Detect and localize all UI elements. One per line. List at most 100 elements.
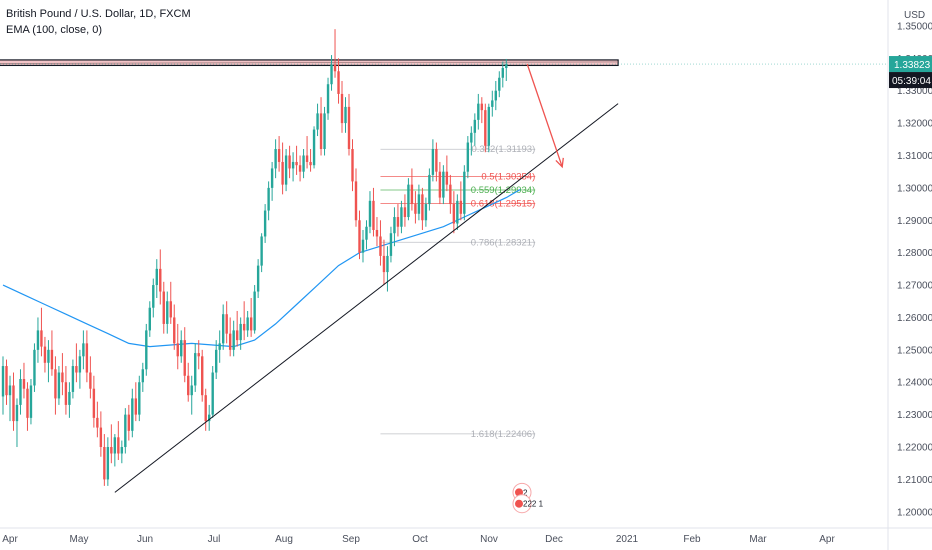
countdown-badge xyxy=(889,72,932,89)
candle-body xyxy=(131,398,134,431)
candle-body xyxy=(477,103,480,120)
candle-body xyxy=(40,330,43,347)
candle-body xyxy=(372,200,375,230)
candle-body xyxy=(50,349,54,370)
candle-body xyxy=(148,307,151,331)
candle-body xyxy=(445,171,449,185)
candle-body xyxy=(253,291,256,331)
candle-body xyxy=(410,184,414,205)
indicator-label[interactable]: EMA (100, close, 0) xyxy=(6,24,102,36)
candle-body xyxy=(323,113,326,150)
candle-body xyxy=(228,333,232,350)
candle-body xyxy=(466,142,470,172)
candle-body xyxy=(414,204,417,214)
candle-body xyxy=(288,155,291,169)
candle-body xyxy=(424,204,428,221)
candle-body xyxy=(242,323,246,331)
candle-body xyxy=(407,184,410,218)
candle-body xyxy=(47,349,50,363)
candle-body xyxy=(316,113,319,130)
candle-body xyxy=(267,187,270,211)
candle-body xyxy=(152,285,155,308)
candle-body xyxy=(260,236,263,266)
y-tick-label: 1.23000 xyxy=(897,410,932,421)
candle-body xyxy=(428,174,431,205)
candle-body xyxy=(274,149,277,169)
candle-body xyxy=(312,129,316,166)
x-tick-label: Oct xyxy=(412,534,428,545)
candle-body xyxy=(484,110,487,146)
y-tick-label: 1.24000 xyxy=(897,378,932,389)
candle-body xyxy=(421,194,424,221)
zone-diagonal xyxy=(0,61,619,64)
candle-body xyxy=(235,330,239,341)
candle-body xyxy=(61,372,64,383)
fib-level-label: 0.5(1.30354) xyxy=(481,171,535,182)
candle-body xyxy=(487,106,491,146)
candle-body xyxy=(92,388,96,418)
candle-body xyxy=(106,447,110,480)
candle-body xyxy=(201,356,204,396)
candle-body xyxy=(110,447,113,454)
x-tick-label: Sep xyxy=(342,534,360,545)
x-tick-label: May xyxy=(70,534,89,545)
event-label: 2 xyxy=(523,488,528,497)
candle-body xyxy=(435,149,438,172)
candle-body xyxy=(22,378,26,389)
fib-level-label: 0.618(1.29515) xyxy=(471,199,535,210)
candle-body xyxy=(99,427,103,448)
candle-body xyxy=(225,314,228,334)
candle-body xyxy=(141,369,144,383)
candle-body xyxy=(166,301,169,324)
candle-body xyxy=(194,353,197,386)
candle-body xyxy=(494,90,497,101)
candle-body xyxy=(302,155,305,172)
candle-body xyxy=(256,265,260,292)
candle-body xyxy=(452,204,456,224)
x-tick-label: Dec xyxy=(545,534,563,545)
y-tick-label: 1.32000 xyxy=(897,119,932,130)
candle-body xyxy=(124,414,127,448)
x-tick-label: Aug xyxy=(275,534,293,545)
candle-body xyxy=(239,323,242,341)
candle-body xyxy=(354,181,358,221)
candle-body xyxy=(26,388,29,418)
fib-level-label: 1.618(1.22406) xyxy=(471,429,535,440)
candle-body xyxy=(71,366,75,392)
candle-body xyxy=(183,340,186,376)
candle-body xyxy=(309,161,312,166)
flag-icon xyxy=(515,499,524,508)
candle-body xyxy=(298,165,302,172)
candle-body xyxy=(389,233,393,256)
candle-body xyxy=(365,226,368,240)
candle-body xyxy=(340,93,344,124)
y-tick-label: 1.35000 xyxy=(897,21,932,32)
candle-body xyxy=(138,382,141,415)
symbol-title[interactable]: British Pound / U.S. Dollar, 1D, FXCM xyxy=(6,8,191,20)
y-tick-label: 1.25000 xyxy=(897,345,932,356)
candle-body xyxy=(498,77,501,91)
candle-body xyxy=(15,404,19,422)
candle-body xyxy=(480,103,484,111)
candle-body xyxy=(57,372,61,399)
candle-body xyxy=(459,200,463,214)
fib-level-label: 0.786(1.28321) xyxy=(471,237,535,248)
candle-body xyxy=(197,353,200,357)
candle-body xyxy=(204,395,207,422)
candle-body xyxy=(85,343,89,373)
candle-body xyxy=(501,68,504,78)
event-label: 222 1 xyxy=(523,500,544,509)
candle-body xyxy=(29,385,33,418)
candle-body xyxy=(337,71,340,94)
candle-body xyxy=(396,217,400,227)
candle-body xyxy=(291,161,295,169)
candle-body xyxy=(208,414,211,422)
chart-header: British Pound / U.S. Dollar, 1D, FXCM EM… xyxy=(6,6,191,38)
candle-body xyxy=(382,255,386,273)
candle-body xyxy=(162,291,165,324)
y-tick-label: 1.28000 xyxy=(897,248,932,259)
candle-body xyxy=(218,343,221,350)
candle-body xyxy=(361,239,365,253)
